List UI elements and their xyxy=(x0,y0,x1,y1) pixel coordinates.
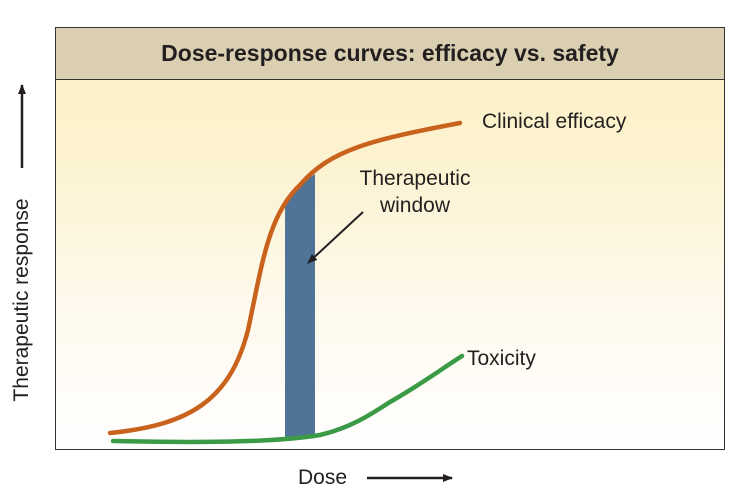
window-label-line2: window xyxy=(379,194,451,217)
therapeutic-window-band xyxy=(285,174,315,440)
y-axis-label: Therapeutic response xyxy=(10,198,33,402)
efficacy-label: Clinical efficacy xyxy=(482,110,627,133)
diagram-panel: Dose-response curves: efficacy vs. safet… xyxy=(55,27,725,450)
toxicity-curve xyxy=(110,353,465,445)
diagram-title: Dose-response curves: efficacy vs. safet… xyxy=(161,40,619,66)
efficacy-curve xyxy=(107,120,463,436)
title-bar: Dose-response curves: efficacy vs. safet… xyxy=(56,28,724,80)
window-pointer-arrow xyxy=(307,211,364,264)
toxicity-label: Toxicity xyxy=(467,347,536,370)
x-axis-label: Dose xyxy=(298,466,347,489)
window-label-line1: Therapeutic xyxy=(360,167,471,190)
